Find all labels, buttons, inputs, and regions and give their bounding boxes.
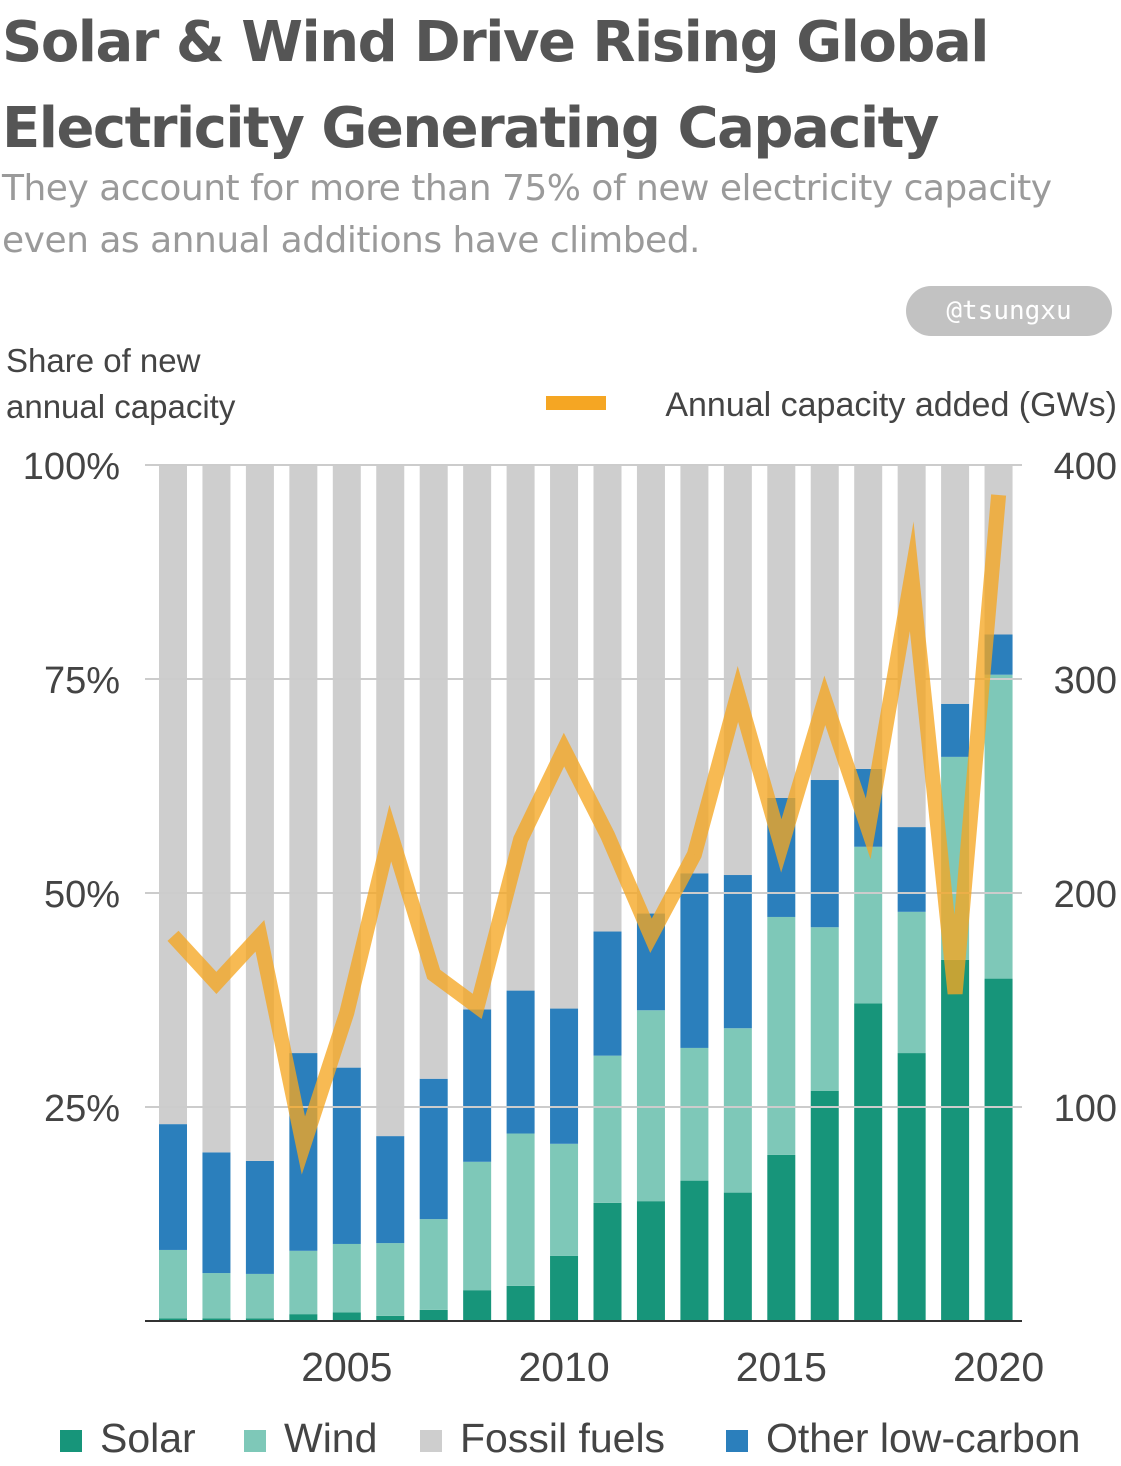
bar-other-2005 bbox=[333, 1068, 361, 1244]
bar-wind-2006 bbox=[376, 1243, 404, 1316]
series-legend: Solar Wind Fossil fuels Other low-carbon bbox=[0, 1410, 1121, 1466]
bar-wind-2004 bbox=[289, 1251, 317, 1314]
bar-fossil-2008 bbox=[463, 465, 491, 1009]
y-left-tick-label: 50% bbox=[44, 874, 120, 916]
bar-solar-2007 bbox=[420, 1310, 448, 1321]
bar-fossil-2002 bbox=[202, 465, 230, 1152]
legend-swatch-fossil bbox=[420, 1430, 442, 1452]
bar-other-2002 bbox=[202, 1152, 230, 1273]
bar-wind-2001 bbox=[159, 1250, 187, 1318]
line-legend-label: Annual capacity added (GWs) bbox=[665, 386, 1117, 424]
bar-other-2019 bbox=[941, 704, 969, 757]
bar-fossil-2015 bbox=[767, 465, 795, 798]
bar-wind-2014 bbox=[724, 1028, 752, 1192]
bar-wind-2015 bbox=[767, 917, 795, 1155]
bar-fossil-2009 bbox=[507, 465, 535, 991]
bar-solar-2009 bbox=[507, 1286, 535, 1321]
bar-solar-2014 bbox=[724, 1193, 752, 1321]
legend-swatch-other bbox=[726, 1430, 748, 1452]
bar-fossil-2004 bbox=[289, 465, 317, 1053]
bar-wind-2018 bbox=[898, 912, 926, 1053]
bar-other-2018 bbox=[898, 827, 926, 912]
bar-wind-2003 bbox=[246, 1274, 274, 1319]
bar-wind-2008 bbox=[463, 1162, 491, 1290]
bar-other-2013 bbox=[680, 873, 708, 1048]
bar-solar-2010 bbox=[550, 1256, 578, 1321]
y-right-tick-label: 100 bbox=[1054, 1088, 1117, 1130]
bar-wind-2017 bbox=[854, 847, 882, 1004]
bar-other-2007 bbox=[420, 1079, 448, 1219]
bar-fossil-2012 bbox=[637, 465, 665, 914]
bar-fossil-2017 bbox=[854, 465, 882, 769]
bar-solar-2008 bbox=[463, 1290, 491, 1321]
y-right-tick-label: 400 bbox=[1054, 446, 1117, 488]
bar-wind-2013 bbox=[680, 1048, 708, 1181]
bar-other-2003 bbox=[246, 1161, 274, 1274]
bar-other-2010 bbox=[550, 1009, 578, 1144]
bar-fossil-2006 bbox=[376, 465, 404, 1136]
bar-other-2006 bbox=[376, 1136, 404, 1243]
bar-wind-2011 bbox=[594, 1056, 622, 1203]
legend-label-fossil: Fossil fuels bbox=[460, 1410, 665, 1466]
y-left-tick-label: 75% bbox=[44, 660, 120, 702]
line-legend: Annual capacity added (GWs) bbox=[546, 386, 1117, 424]
stacked-bar-chart: 25% 50% 75% 100% 100 200 300 400 2005 2010 2015 202… bbox=[0, 0, 1121, 1410]
bar-solar-2020 bbox=[985, 979, 1013, 1321]
y-right-tick-label: 300 bbox=[1054, 660, 1117, 702]
legend-swatch-wind bbox=[244, 1430, 266, 1452]
line-legend-swatch bbox=[546, 396, 606, 410]
bar-solar-2005 bbox=[333, 1312, 361, 1321]
bar-wind-2010 bbox=[550, 1144, 578, 1256]
x-tick-label: 2010 bbox=[518, 1344, 609, 1390]
bar-solar-2015 bbox=[767, 1155, 795, 1321]
legend-swatch-solar bbox=[60, 1430, 82, 1452]
x-tick-label: 2020 bbox=[953, 1344, 1044, 1390]
y-right-tick-label: 200 bbox=[1054, 874, 1117, 916]
bar-wind-2016 bbox=[811, 927, 839, 1091]
bar-solar-2012 bbox=[637, 1201, 665, 1321]
bar-fossil-2001 bbox=[159, 465, 187, 1124]
y-left-tick-label: 25% bbox=[44, 1088, 120, 1130]
bar-other-2008 bbox=[463, 1009, 491, 1161]
bar-other-2001 bbox=[159, 1124, 187, 1250]
bar-fossil-2019 bbox=[941, 465, 969, 704]
bar-wind-2020 bbox=[985, 675, 1013, 979]
x-tick-label: 2015 bbox=[736, 1344, 827, 1390]
bar-solar-2011 bbox=[594, 1203, 622, 1321]
x-tick-label: 2005 bbox=[301, 1344, 392, 1390]
bar-wind-2007 bbox=[420, 1219, 448, 1310]
bar-other-2016 bbox=[811, 780, 839, 927]
legend-label-other: Other low-carbon bbox=[766, 1410, 1080, 1466]
bar-solar-2018 bbox=[898, 1053, 926, 1321]
bar-fossil-2003 bbox=[246, 465, 274, 1161]
bar-solar-2004 bbox=[289, 1314, 317, 1321]
bar-solar-2013 bbox=[680, 1181, 708, 1321]
bar-wind-2009 bbox=[507, 1134, 535, 1286]
bar-other-2011 bbox=[594, 932, 622, 1056]
bar-wind-2002 bbox=[202, 1273, 230, 1318]
bar-solar-2016 bbox=[811, 1091, 839, 1321]
legend-label-solar: Solar bbox=[100, 1410, 196, 1466]
bar-wind-2012 bbox=[637, 1010, 665, 1201]
bar-solar-2017 bbox=[854, 1003, 882, 1321]
bar-other-2014 bbox=[724, 875, 752, 1028]
bar-solar-2019 bbox=[941, 960, 969, 1321]
bar-wind-2005 bbox=[333, 1244, 361, 1312]
bar-other-2009 bbox=[507, 991, 535, 1134]
legend-label-wind: Wind bbox=[284, 1410, 377, 1466]
y-left-tick-label: 100% bbox=[23, 446, 120, 488]
